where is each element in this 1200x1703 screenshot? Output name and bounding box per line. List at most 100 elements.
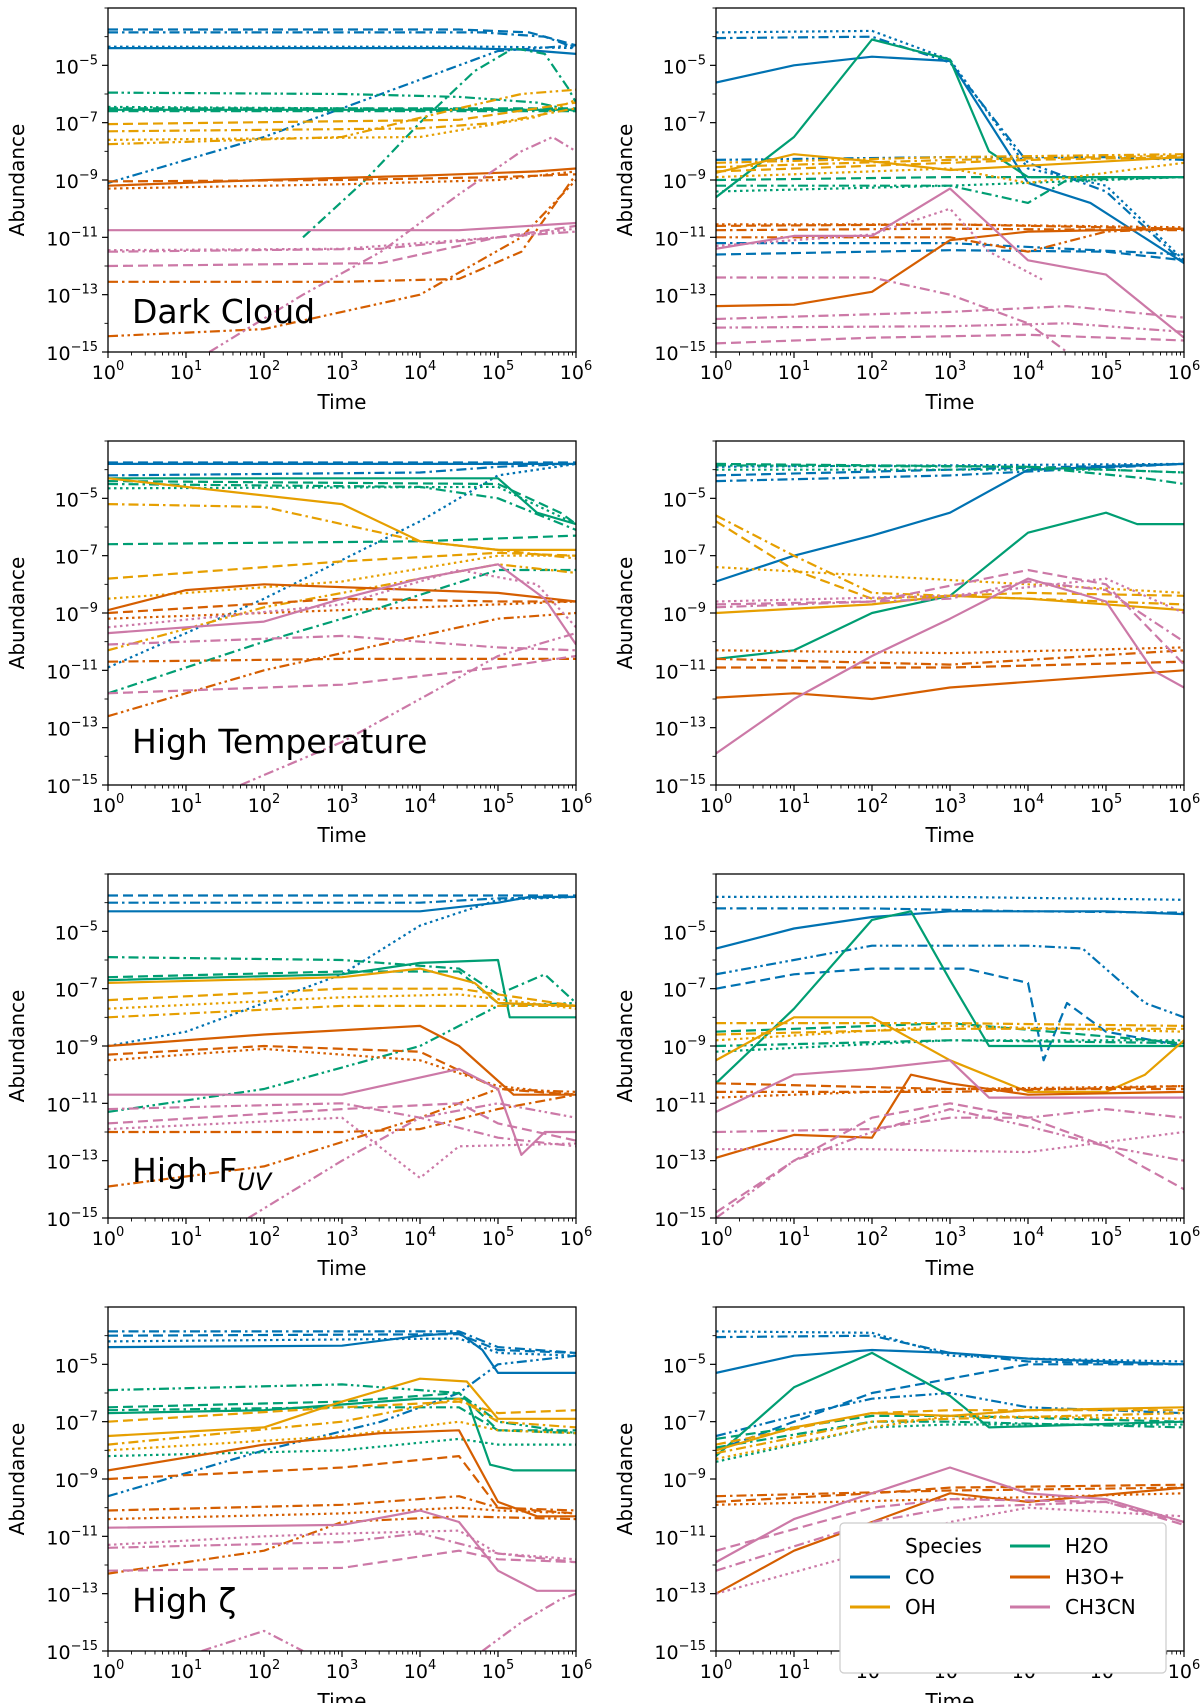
series-line-oh-dashdotdot xyxy=(108,88,576,146)
series-line-oh-dashed xyxy=(108,1400,576,1423)
series-line-co-dotted xyxy=(716,1330,1184,1363)
series-line-ch3cn-dotted xyxy=(716,207,1045,282)
series-line-oh-dotted xyxy=(716,161,1184,184)
y-tick-label: 10−5 xyxy=(55,53,98,78)
x-tick-label: 102 xyxy=(856,1225,888,1250)
series-line-ch3cn-dashed xyxy=(108,1549,576,1572)
series-line-co-dashdotdot xyxy=(716,1391,1184,1438)
x-axis-label: Time xyxy=(925,1689,975,1703)
series-line-co-dotted xyxy=(716,895,1184,901)
x-tick-label: 106 xyxy=(1168,1658,1200,1683)
y-tick-label: 10−13 xyxy=(654,1582,706,1607)
y-axis-label: Abundance xyxy=(613,557,637,670)
series-line-h3o-solid xyxy=(108,1429,576,1518)
x-tick-label: 101 xyxy=(170,792,202,817)
series-line-ch3cn-solid xyxy=(108,221,576,232)
series-line-h3o-dashed xyxy=(108,597,576,615)
series-line-ch3cn-solid xyxy=(108,1067,576,1156)
y-tick-label: 10−11 xyxy=(654,225,706,250)
x-tick-label: 103 xyxy=(934,359,966,384)
x-tick-label: 106 xyxy=(560,1658,592,1683)
series-line-oh-dashdotdot xyxy=(716,153,1184,164)
series-line-oh-dashdot xyxy=(716,1022,1184,1027)
series-line-h2o-dashdot xyxy=(108,568,576,695)
series-line-h3o-dashdot xyxy=(716,649,1184,666)
series-line-h2o-solid xyxy=(108,477,576,526)
x-tick-label: 103 xyxy=(326,1658,358,1683)
x-tick-label: 101 xyxy=(778,792,810,817)
series-line-h3o-dashdotdot xyxy=(108,611,576,718)
legend-title: Species xyxy=(905,1534,982,1558)
x-tick-label: 100 xyxy=(700,1225,732,1250)
series-group xyxy=(716,462,1184,755)
series-line-oh-dashdot xyxy=(716,514,1184,606)
panel-r0-c1: 100 101 102 103 104 105 106 10−15 10−13 10−11 10−9… xyxy=(613,7,1200,414)
series-line-ch3cn-dashed xyxy=(716,568,1184,666)
series-line-co-dashed xyxy=(716,1363,1184,1452)
series-line-h2o-solid xyxy=(716,511,1184,660)
series-line-ch3cn-dashdotdot xyxy=(201,1629,304,1651)
x-tick-label: 105 xyxy=(482,792,514,817)
x-tick-label: 103 xyxy=(326,792,358,817)
series-line-ch3cn-dashdotdot xyxy=(240,632,576,785)
series-line-h3o-dashed xyxy=(108,173,576,183)
series-line-h2o-dashed xyxy=(108,534,576,546)
series-line-h2o-dotted xyxy=(108,485,576,526)
series-line-h3o-dashdot xyxy=(108,657,576,663)
y-tick-label: 10−7 xyxy=(55,544,98,569)
panel-r2-c0: 100 101 102 103 104 105 106 10−15 10−13 10−11 10−9… xyxy=(5,873,592,1280)
y-axis-label: Abundance xyxy=(5,124,29,237)
y-tick-label: 10−11 xyxy=(46,225,98,250)
y-axis-label: Abundance xyxy=(5,557,29,670)
x-axis-label: Time xyxy=(925,823,975,847)
series-line-oh-dotted xyxy=(716,1024,1184,1042)
series-line-ch3cn-dashdot xyxy=(716,276,1068,352)
series-line-co-dashed xyxy=(108,1333,576,1354)
series-line-oh-solid xyxy=(716,1406,1184,1452)
x-tick-label: 100 xyxy=(700,1658,732,1683)
y-tick-label: 10−15 xyxy=(654,773,706,798)
series-line-co-dashdot xyxy=(108,462,576,477)
x-tick-label: 100 xyxy=(92,1658,124,1683)
series-line-ch3cn-dashdotdot xyxy=(716,322,1184,333)
legend-entry-oh: OH xyxy=(850,1595,936,1619)
x-tick-label: 102 xyxy=(856,359,888,384)
panels: 100 101 102 103 104 105 106 10−15 10−13 10−11 10−9… xyxy=(5,7,1200,1703)
series-line-ch3cn-dashdot xyxy=(716,580,1184,643)
x-axis-label: Time xyxy=(317,390,367,414)
row-title-dark-cloud: Dark Cloud xyxy=(132,292,315,331)
y-tick-label: 10−7 xyxy=(55,977,98,1002)
series-line-ch3cn-dashed xyxy=(108,1102,576,1142)
y-tick-label: 10−13 xyxy=(654,716,706,741)
series-line-h3o-dotted xyxy=(716,223,1184,229)
series-line-co-dotted xyxy=(108,895,576,1048)
y-tick-label: 10−11 xyxy=(654,1524,706,1549)
x-tick-label: 106 xyxy=(560,1225,592,1250)
panel-r3-c0: 100 101 102 103 104 105 106 10−15 10−13 10−11 10−9… xyxy=(5,1306,592,1703)
series-line-h2o-solid xyxy=(108,958,576,1019)
series-line-h3o-dashdot xyxy=(716,227,1184,232)
series-line-co-dotted xyxy=(108,45,576,50)
series-line-h2o-dashed xyxy=(108,480,576,525)
series-line-oh-dashdot xyxy=(716,1412,1184,1455)
legend-label-oh: OH xyxy=(905,1595,936,1619)
series-line-oh-solid xyxy=(716,153,1184,174)
legend-entry-co: CO xyxy=(850,1565,935,1589)
series-line-ch3cn-dashed xyxy=(716,1102,1184,1214)
legend-frame xyxy=(839,1522,1167,1674)
row-title-high-zeta: High ζ xyxy=(132,1581,236,1620)
x-axis-label: Time xyxy=(317,823,367,847)
series-group xyxy=(716,29,1184,352)
series-group xyxy=(716,1330,1184,1595)
series-line-co-dashed xyxy=(716,249,1184,262)
series-line-h3o-dashdot xyxy=(108,1093,576,1134)
series-line-h2o-dashdot xyxy=(716,464,1184,486)
x-tick-label: 102 xyxy=(248,1225,280,1250)
x-tick-label: 104 xyxy=(404,1225,436,1250)
series-line-h3o-dashed xyxy=(716,660,1184,669)
x-tick-label: 105 xyxy=(1090,359,1122,384)
x-tick-label: 104 xyxy=(1012,792,1044,817)
x-axis-label: Time xyxy=(317,1689,367,1703)
series-line-co-dashdot xyxy=(716,35,1184,264)
panel-r0-c0: 100 101 102 103 104 105 106 10−15 10−13 10−11 10−9… xyxy=(5,7,592,414)
